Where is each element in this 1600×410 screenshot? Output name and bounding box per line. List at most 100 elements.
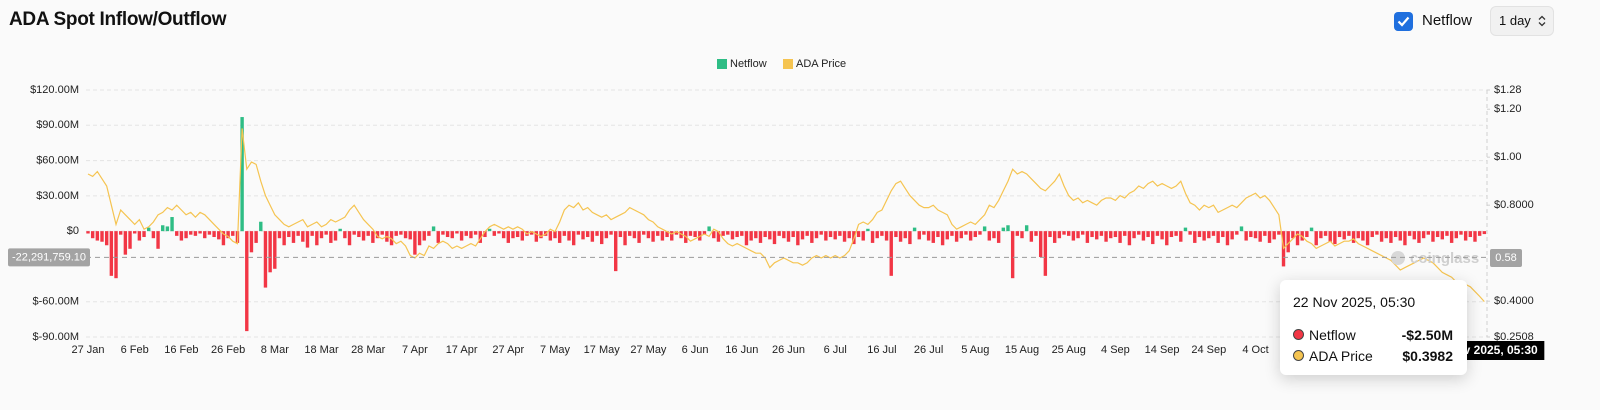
bar <box>628 231 632 236</box>
bar <box>1095 231 1099 240</box>
bar <box>1071 231 1076 241</box>
bar <box>1118 231 1122 243</box>
bar <box>670 231 674 241</box>
bar <box>1454 231 1459 239</box>
bar <box>1319 231 1323 239</box>
bar <box>557 231 562 243</box>
bar <box>1197 231 1202 238</box>
bar <box>529 231 534 235</box>
x-tick-label: 14 Sep <box>1145 344 1180 356</box>
bar <box>436 231 440 243</box>
x-tick-label: 28 Mar <box>351 344 386 356</box>
bar <box>987 231 992 241</box>
y-tick-label: $30.00M <box>36 190 79 202</box>
bar <box>936 231 940 238</box>
bar <box>147 227 151 232</box>
bar <box>1029 231 1034 242</box>
bar <box>1109 231 1113 239</box>
bar <box>1132 231 1136 239</box>
bar <box>814 231 819 239</box>
watermark: coinglass <box>1410 250 1479 267</box>
bar <box>1081 231 1085 235</box>
check-icon <box>1397 16 1410 27</box>
y-tick-label: $60.00M <box>36 154 79 166</box>
bar <box>978 231 982 235</box>
bar <box>273 231 277 269</box>
x-tick-label: 27 May <box>630 344 667 356</box>
bar <box>1104 231 1108 242</box>
bar <box>660 231 665 241</box>
bar <box>856 231 861 238</box>
bar <box>1043 231 1048 276</box>
bar <box>1225 231 1230 246</box>
bar <box>585 231 590 238</box>
bar <box>842 231 847 242</box>
bar <box>226 231 230 239</box>
bar <box>1291 231 1295 239</box>
bar <box>296 231 300 236</box>
bar <box>301 231 305 242</box>
bar <box>1379 231 1384 242</box>
bar <box>1207 231 1211 239</box>
bar <box>184 231 188 239</box>
crosshair-label: -22,291,759.10 <box>12 251 86 263</box>
bar <box>1389 231 1393 243</box>
x-tick-label: 16 Jul <box>867 344 896 356</box>
netflow-checkbox[interactable] <box>1394 12 1413 31</box>
bar <box>1342 231 1346 240</box>
bar <box>693 231 697 238</box>
bar <box>1295 231 1300 246</box>
bar <box>399 231 403 235</box>
bar <box>1473 231 1477 242</box>
bar <box>539 231 543 239</box>
bar <box>894 231 898 238</box>
bar <box>245 231 249 332</box>
bar <box>1314 231 1318 246</box>
bar <box>357 231 361 238</box>
bar <box>884 231 889 241</box>
checkbox-label[interactable]: Netflow <box>1422 12 1473 29</box>
bar <box>1067 231 1071 236</box>
bar <box>1052 231 1057 243</box>
bar <box>431 226 436 232</box>
bar <box>1006 225 1010 232</box>
x-tick-label: 17 May <box>584 344 621 356</box>
bar <box>156 231 160 249</box>
bar <box>1305 231 1309 238</box>
y2-tick-label: $1.20 <box>1494 103 1522 115</box>
bar <box>600 231 604 245</box>
interval-select[interactable]: 1 day <box>1490 6 1554 36</box>
bar <box>712 231 716 239</box>
bar <box>1090 231 1094 238</box>
bar <box>347 231 352 246</box>
bar <box>1099 231 1104 236</box>
y2-tick-label: $1.00 <box>1494 151 1522 163</box>
tooltip-row: ADA Price $0.3982 <box>1293 345 1453 366</box>
bar <box>86 231 90 234</box>
bar <box>912 227 917 232</box>
bar <box>786 231 791 242</box>
bar <box>735 231 739 238</box>
bar <box>926 231 931 241</box>
bar <box>469 231 473 239</box>
bar <box>1445 231 1449 236</box>
x-tick-label: 24 Sep <box>1191 344 1226 356</box>
bar <box>772 231 777 245</box>
page-title: ADA Spot Inflow/Outflow <box>9 9 227 30</box>
bar <box>940 231 945 246</box>
bar <box>1001 227 1006 232</box>
bar <box>254 231 258 243</box>
bar <box>268 231 272 273</box>
y-tick-label: $0 <box>67 225 79 237</box>
tooltip-value: -$2.50M <box>1401 326 1453 343</box>
y-tick-label: $-90.00M <box>33 331 79 343</box>
bar <box>1216 231 1220 243</box>
bar <box>207 231 212 235</box>
bar <box>1337 231 1342 238</box>
legend-label: ADA Price <box>796 58 846 70</box>
bar <box>744 231 749 246</box>
bar <box>968 231 973 241</box>
bar <box>861 231 865 241</box>
tooltip-row: Netflow -$2.50M <box>1293 324 1453 345</box>
